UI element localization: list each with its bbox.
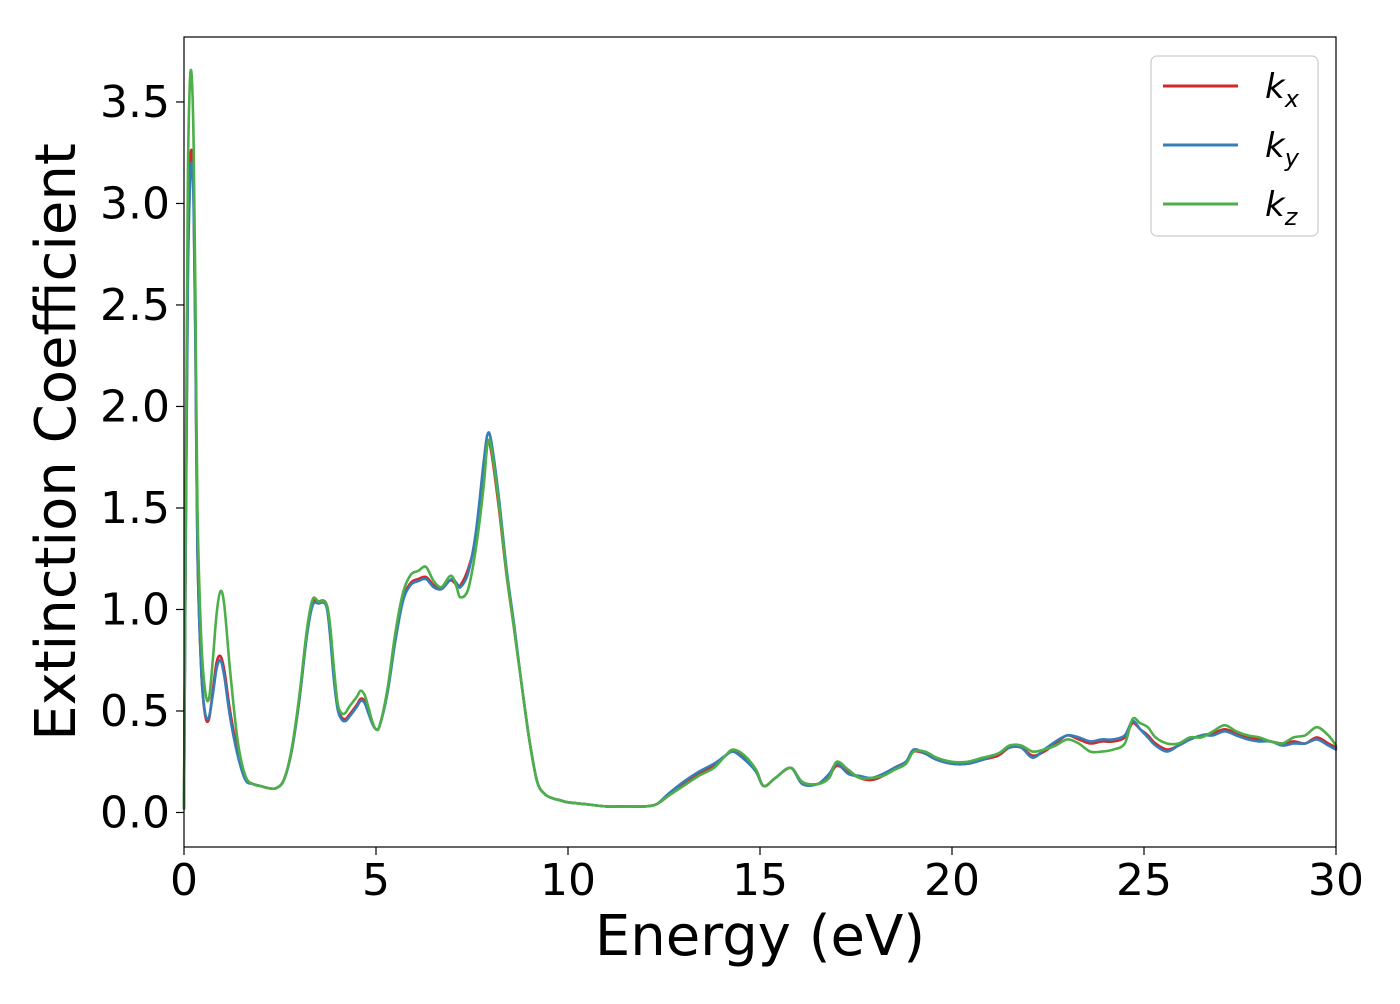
plot-area (184, 37, 1336, 847)
y-tick-label: 2.5 (100, 280, 170, 331)
legend-label-k-x: kx (1265, 67, 1300, 113)
x-tick-label: 10 (540, 855, 596, 906)
y-tick-label: 1.5 (100, 483, 170, 534)
y-tick-label: 0.0 (100, 787, 170, 838)
legend-label-k-z: kz (1265, 185, 1299, 231)
y-tick-label: 3.0 (100, 178, 170, 229)
y-tick-label: 2.0 (100, 381, 170, 432)
x-tick-label: 15 (732, 855, 788, 906)
x-tick-label: 25 (1116, 855, 1172, 906)
series-layer (182, 68, 1338, 810)
x-axis-title: Energy (eV) (595, 904, 925, 969)
x-tick-label: 0 (170, 855, 198, 906)
legend: kx ky kz (1150, 55, 1319, 237)
legend-label-k-y: ky (1265, 126, 1300, 172)
y-tick-label: 0.5 (100, 686, 170, 737)
plot-frame (183, 36, 1337, 848)
y-tick-label: 1.0 (100, 584, 170, 635)
ticks-layer: 0 5 10 15 20 25 30 0.0 0.5 1.0 1.5 2.0 2.5 3.0 3.5 (100, 77, 1364, 906)
y-axis-title: Extinction Coefficient (24, 143, 89, 741)
x-tick-label: 5 (362, 855, 390, 906)
y-tick-label: 3.5 (100, 77, 170, 128)
series-line-k-z (182, 68, 1338, 810)
x-tick-label: 30 (1308, 855, 1364, 906)
x-tick-label: 20 (924, 855, 980, 906)
